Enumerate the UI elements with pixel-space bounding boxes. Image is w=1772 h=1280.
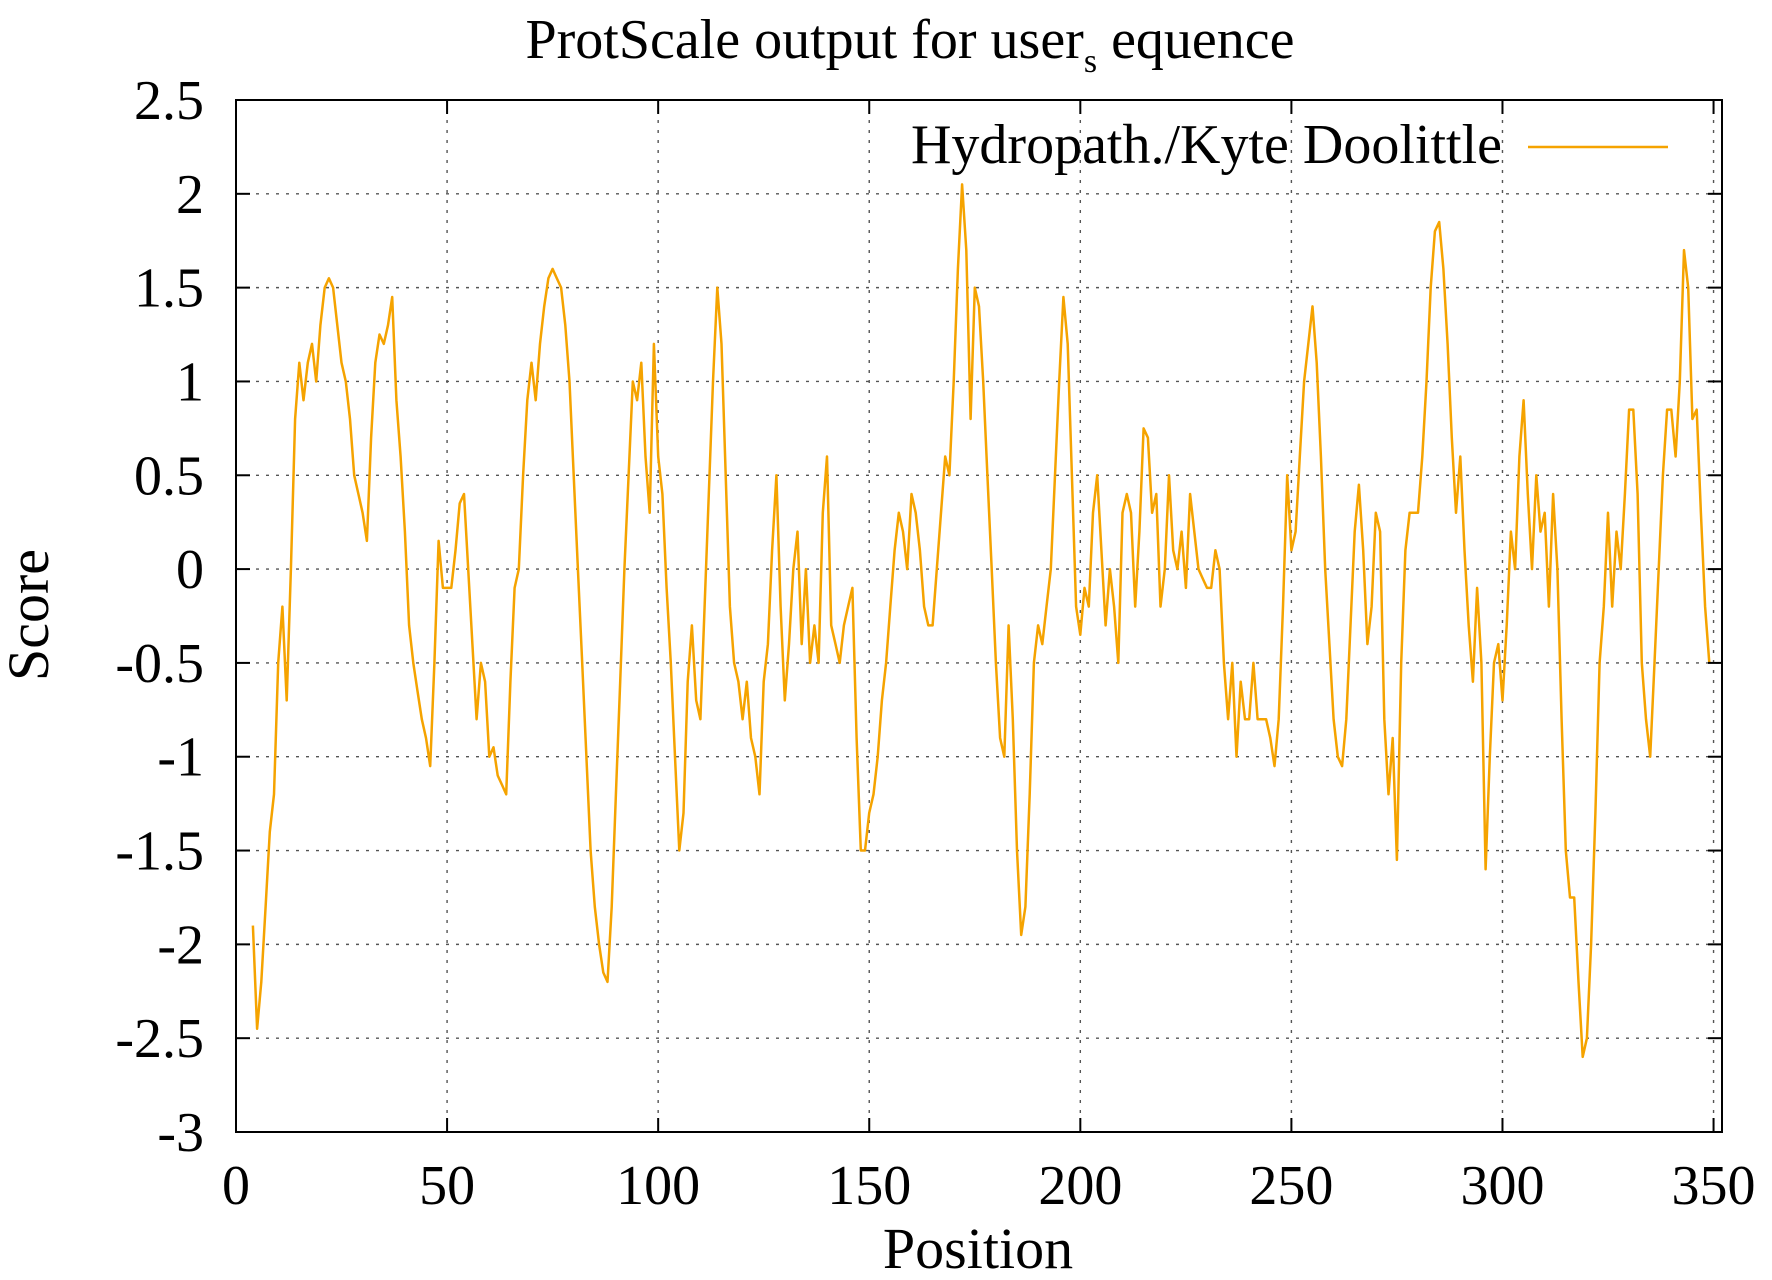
y-tick-label: 0 [176,539,204,601]
axis-ticks [235,99,1722,1133]
y-tick-label: 2 [176,164,204,226]
x-tick-label: 150 [827,1155,911,1217]
x-tick-label: 100 [616,1155,700,1217]
x-tick-label: 350 [1672,1155,1756,1217]
plot-frame [235,99,1723,1133]
y-tick-label: 1 [176,351,204,413]
series-line-hydropathy [251,183,1711,1059]
grid [236,100,1722,1132]
x-tick-label: 50 [419,1155,475,1217]
y-tick-label: -3 [157,1102,204,1164]
x-tick-label: 200 [1038,1155,1122,1217]
y-tick-label: -0.5 [115,633,204,695]
legend: Hydropath./Kyte Doolittle [911,114,1668,176]
y-tick-label: -2.5 [115,1008,204,1070]
x-axis-label: Position [883,1216,1073,1280]
data-series [251,183,1711,1059]
x-tick-label: 250 [1249,1155,1333,1217]
x-tick-labels: 0 50 100 150 200 250 300 350 [222,1155,1756,1217]
y-tick-label: 2.5 [134,70,204,132]
chart-title: ProtScale output for users equence [526,9,1295,80]
y-tick-label: 0.5 [134,445,204,507]
x-tick-label: 0 [222,1155,250,1217]
legend-label: Hydropath./Kyte Doolittle [911,114,1502,176]
x-tick-label: 300 [1460,1155,1544,1217]
y-tick-label: -2 [157,914,204,976]
y-tick-label: -1 [157,727,204,789]
y-axis-label: Score [0,549,61,681]
y-tick-labels: 2.5 2 1.5 1 0.5 0 -0.5 -1 -1.5 -2 -2.5 -3 [115,70,204,1164]
y-tick-label: -1.5 [115,821,204,883]
y-tick-label: 1.5 [134,258,204,320]
